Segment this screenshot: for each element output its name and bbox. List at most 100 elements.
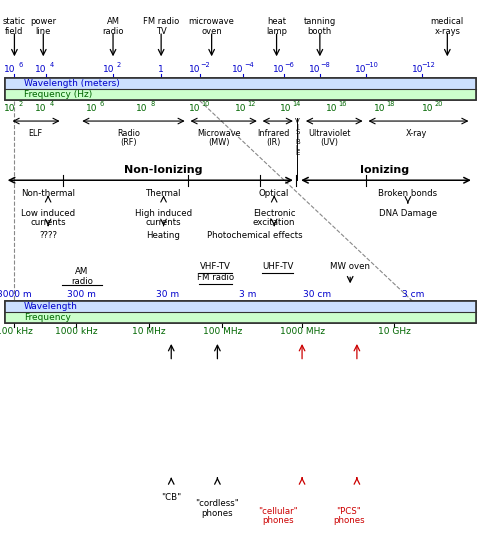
Bar (5, 301, 475, 323)
Text: −8: −8 (320, 62, 330, 68)
Text: Wavelength (meters): Wavelength (meters) (24, 79, 120, 88)
Text: 100 MHz: 100 MHz (202, 327, 241, 336)
Text: 10 GHz: 10 GHz (377, 327, 410, 336)
Text: Low induced
currents: Low induced currents (21, 209, 75, 228)
Text: 4: 4 (49, 62, 53, 68)
Text: 6: 6 (100, 101, 104, 107)
Text: High induced
currents: High induced currents (135, 209, 192, 228)
Text: 4: 4 (49, 101, 53, 107)
Text: 10: 10 (201, 101, 209, 107)
Text: 1000 MHz: 1000 MHz (279, 327, 324, 336)
Bar (5, 78, 475, 100)
Text: 3000 m: 3000 m (0, 290, 32, 299)
Text: Wavelength: Wavelength (24, 302, 78, 311)
Text: "cordless"
phones: "cordless" phones (195, 499, 239, 518)
Text: 10: 10 (189, 104, 200, 113)
Text: 10: 10 (234, 104, 246, 113)
Bar (5, 312, 475, 323)
Text: 3 m: 3 m (239, 290, 256, 299)
Text: VHF-TV: VHF-TV (200, 262, 230, 271)
Text: "cellular"
phones: "cellular" phones (258, 507, 298, 526)
Text: −2: −2 (200, 62, 210, 68)
Text: 300 m: 300 m (67, 290, 96, 299)
Text: 10 MHz: 10 MHz (132, 327, 166, 336)
Text: 16: 16 (337, 101, 346, 107)
Text: ????: ???? (39, 231, 57, 240)
Text: 12: 12 (246, 101, 255, 107)
Text: Non-Ionizing: Non-Ionizing (124, 165, 203, 175)
Text: 10: 10 (85, 104, 97, 113)
Text: AM
radio: AM radio (71, 267, 93, 286)
Text: 30 m: 30 m (156, 290, 179, 299)
Text: X-ray: X-ray (405, 129, 426, 138)
Text: 10: 10 (421, 104, 433, 113)
Text: 1000 kHz: 1000 kHz (55, 327, 97, 336)
Text: 10: 10 (4, 66, 15, 74)
Text: power
line: power line (30, 17, 56, 36)
Text: 8: 8 (150, 101, 154, 107)
Text: 10: 10 (189, 66, 200, 74)
Text: 10: 10 (102, 66, 114, 74)
Text: static
field: static field (3, 17, 26, 36)
Text: 10: 10 (373, 104, 385, 113)
Text: Thermal: Thermal (145, 189, 181, 199)
Text: Ionizing: Ionizing (360, 165, 408, 175)
Text: Radio
(RF): Radio (RF) (117, 129, 140, 147)
Text: 10: 10 (35, 104, 47, 113)
Text: Heating: Heating (146, 231, 180, 240)
Text: Ultraviolet
(UV): Ultraviolet (UV) (308, 129, 350, 147)
Bar (5, 78, 475, 100)
Text: 18: 18 (385, 101, 394, 107)
Bar (5, 89, 475, 100)
Text: Frequency (Hz): Frequency (Hz) (24, 90, 92, 98)
Text: 10: 10 (273, 66, 284, 74)
Text: 3 cm: 3 cm (401, 290, 423, 299)
Bar (5, 301, 475, 323)
Text: −10: −10 (364, 62, 377, 68)
Text: Photochemical effects: Photochemical effects (207, 231, 302, 240)
Text: 10: 10 (325, 104, 337, 113)
Text: microwave
oven: microwave oven (188, 17, 234, 36)
Text: AM
radio: AM radio (102, 17, 123, 36)
Text: 10: 10 (354, 66, 366, 74)
Text: FM radio: FM radio (196, 273, 234, 282)
Text: 14: 14 (292, 101, 300, 107)
Text: 100 kHz: 100 kHz (0, 327, 33, 336)
Text: DNA Damage: DNA Damage (378, 209, 436, 218)
Text: Broken bonds: Broken bonds (378, 189, 436, 199)
Text: ELF: ELF (28, 129, 42, 138)
Bar (5, 78, 475, 89)
Text: MW oven: MW oven (329, 262, 370, 271)
Text: Frequency: Frequency (24, 313, 71, 322)
Bar (5, 301, 475, 312)
Text: Optical: Optical (258, 189, 289, 199)
Text: 10: 10 (411, 66, 422, 74)
Text: 6: 6 (18, 62, 22, 68)
Text: 10: 10 (309, 66, 320, 74)
Text: 10: 10 (232, 66, 243, 74)
Text: heat
lamp: heat lamp (265, 17, 287, 36)
Text: Electronic
excitation: Electronic excitation (252, 209, 295, 228)
Text: FM radio
TV: FM radio TV (143, 17, 179, 36)
Text: −6: −6 (284, 62, 294, 68)
Text: UHF-TV: UHF-TV (261, 262, 293, 271)
Text: tanning
booth: tanning booth (303, 17, 336, 36)
Text: 2: 2 (117, 62, 120, 68)
Text: "PCS"
phones: "PCS" phones (332, 507, 364, 526)
Text: medical
x-rays: medical x-rays (430, 17, 463, 36)
Text: "CB": "CB" (161, 493, 181, 502)
Text: Non-thermal: Non-thermal (21, 189, 75, 199)
Text: 10: 10 (4, 104, 15, 113)
Text: Infrared
(IR): Infrared (IR) (256, 129, 289, 147)
Text: 2: 2 (18, 101, 22, 107)
Text: 10: 10 (35, 66, 47, 74)
Text: 30 cm: 30 cm (303, 290, 331, 299)
Text: 10: 10 (136, 104, 147, 113)
Text: −4: −4 (243, 62, 253, 68)
Text: V
I
S
I
B
L
E: V I S I B L E (294, 118, 299, 156)
Text: 1: 1 (158, 66, 164, 74)
Text: −12: −12 (420, 62, 434, 68)
Text: Microwave
(MW): Microwave (MW) (197, 129, 240, 147)
Text: 10: 10 (280, 104, 291, 113)
Text: 20: 20 (433, 101, 442, 107)
